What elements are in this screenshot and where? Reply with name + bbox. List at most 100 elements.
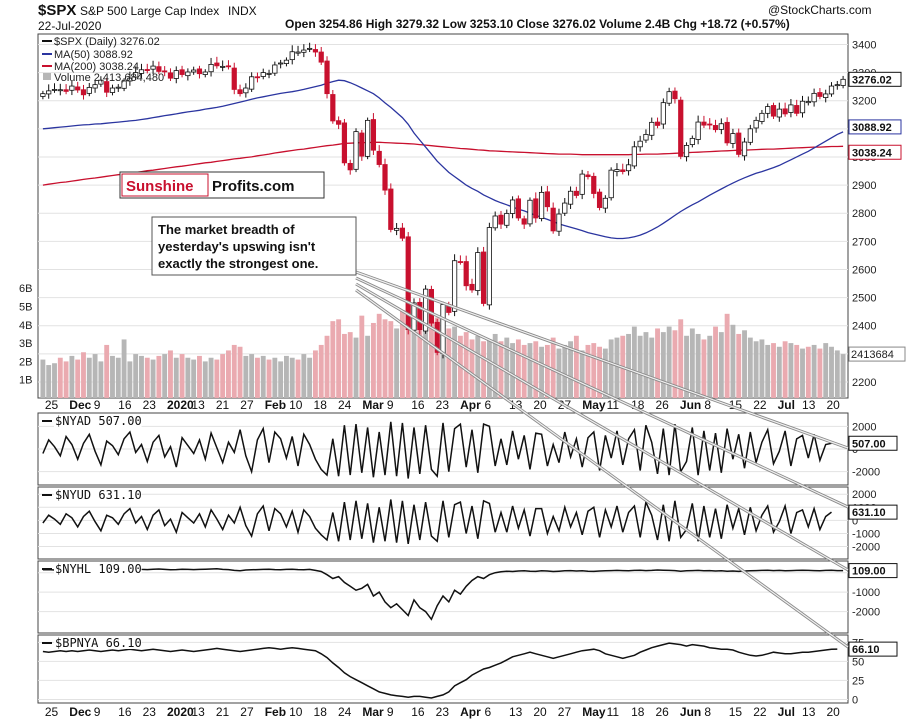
candle-body <box>695 121 701 140</box>
candle-body <box>312 49 319 53</box>
candle-body <box>707 123 713 126</box>
candle-body <box>799 100 806 114</box>
candle-body <box>440 304 446 354</box>
candle-body <box>817 92 823 97</box>
bottom-date-label: 18 <box>631 705 645 719</box>
candle-body <box>666 91 672 104</box>
top-date-label: Feb <box>265 398 286 412</box>
candle-body <box>434 321 440 353</box>
volume-bar <box>278 361 284 398</box>
candle-body <box>840 78 846 86</box>
candle-body <box>341 122 348 164</box>
volume-bar <box>266 359 272 398</box>
volume-bar <box>301 354 307 398</box>
candle-body <box>811 92 817 103</box>
price-tick-label: 2200 <box>852 377 876 389</box>
top-date-label: 2020 <box>167 398 194 412</box>
ma50-line <box>42 79 844 240</box>
indicator-lines: $NYAD 507.00 $NYUD 631.10 $NYHL 109.00 $BPN… <box>42 414 844 699</box>
top-date-label: 16 <box>118 398 132 412</box>
candle-body <box>614 169 620 172</box>
nyad-label-bg <box>54 414 142 427</box>
volume-bar <box>510 343 516 398</box>
volume-bar <box>591 343 597 398</box>
nyud-line <box>42 499 832 545</box>
volume-legend-label: Volume 2,413,684,480 <box>54 72 164 84</box>
nyud-tick-label: -1000 <box>852 528 880 540</box>
volume-bar <box>231 344 237 398</box>
top-date-label: May <box>582 398 606 412</box>
candle-body <box>144 69 150 71</box>
candle-body <box>527 199 533 225</box>
volume-bar <box>318 344 324 398</box>
volume-bar <box>330 321 336 398</box>
nyad-line <box>42 421 832 479</box>
candle-body <box>63 89 69 92</box>
candle-body <box>370 119 377 151</box>
volume-bar <box>637 335 643 398</box>
candle-body <box>718 123 724 130</box>
candle-body <box>480 251 487 304</box>
candle-body <box>643 134 649 141</box>
volume-bar <box>834 350 840 398</box>
candle-body <box>451 260 458 312</box>
bottom-date-label: 16 <box>411 705 425 719</box>
ma200-legend-label: MA(200) 3038.24 <box>54 61 139 73</box>
volume-bar <box>411 324 417 398</box>
candle-body <box>683 145 690 158</box>
candle-body <box>220 65 226 68</box>
candle-body <box>237 89 243 95</box>
volume-bar <box>765 344 771 398</box>
candle-body <box>353 131 359 170</box>
bottom-date-label: 10 <box>289 705 303 719</box>
candle-body <box>191 69 197 73</box>
price-tick-label: 2800 <box>852 208 876 220</box>
candle-body <box>828 85 835 95</box>
bottom-date-label: 20 <box>826 705 840 719</box>
volume-bar <box>736 333 742 398</box>
bpnya-panel-label: $BPNYA 66.10 <box>55 636 142 650</box>
volume-bar <box>794 344 800 398</box>
candle-body <box>133 72 139 78</box>
volume-bar <box>370 322 376 398</box>
bottom-date-label: 23 <box>436 705 450 719</box>
nyud-value-tag <box>848 504 898 520</box>
candle-body <box>243 87 249 94</box>
candle-body <box>86 87 92 94</box>
volume-bar <box>214 359 220 398</box>
spx-legend-label: $SPX (Daily) 3276.02 <box>54 36 160 48</box>
candle-body <box>283 59 290 64</box>
candle-body <box>463 261 469 287</box>
volume-bar <box>707 335 713 398</box>
volume-bar <box>434 317 440 398</box>
bottom-date-label: 13 <box>509 705 523 719</box>
candle-body <box>138 69 145 74</box>
volume-bar <box>260 355 266 398</box>
candle-body <box>382 164 388 191</box>
logo-text-part2: Profits.com <box>212 178 295 195</box>
volume-bar <box>162 354 168 398</box>
bottom-date-label: Jul <box>778 705 795 719</box>
candle-body <box>753 119 759 129</box>
bottom-date-label: 27 <box>558 705 572 719</box>
volume-bar <box>562 344 568 398</box>
candle-body <box>538 191 545 219</box>
candle-body <box>730 133 736 144</box>
nyhl-label-bg <box>54 562 142 575</box>
volume-bar <box>475 335 481 398</box>
candle-body <box>289 51 295 61</box>
volume-bar <box>63 361 69 398</box>
candle-body <box>75 86 81 91</box>
volume-bar <box>92 354 98 398</box>
price-tick-label: 3400 <box>852 39 876 51</box>
annotation-arrow-line <box>355 283 849 571</box>
price-tick-label: 2500 <box>852 293 876 305</box>
volume-bar <box>840 354 846 398</box>
candle-body <box>544 191 550 208</box>
volume-bar <box>446 328 452 398</box>
candle-body <box>272 64 278 74</box>
logo-text-part1: Sunshine <box>126 178 194 195</box>
chart-date: 22-Jul-2020 <box>38 19 102 33</box>
volume-bar <box>324 335 330 398</box>
candle-body <box>654 121 661 126</box>
